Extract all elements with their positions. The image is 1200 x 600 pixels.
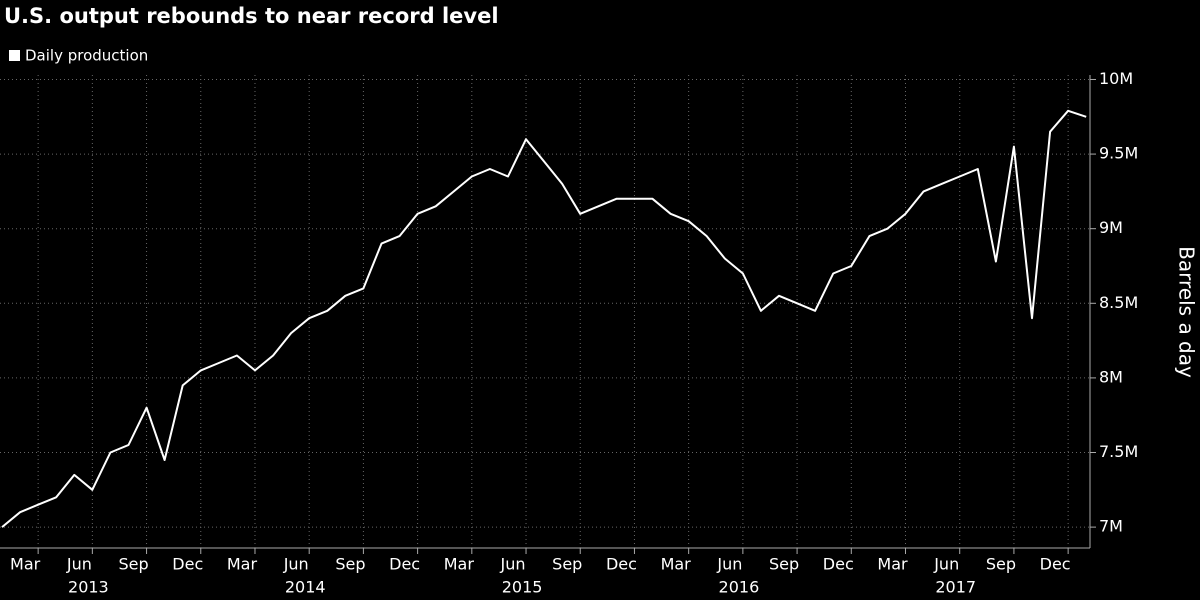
x-tick-label: Sep: [552, 555, 582, 574]
year-label: 2017: [935, 578, 976, 597]
y-tick-label: 10M: [1099, 69, 1133, 88]
x-tick-label: Mar: [877, 555, 908, 574]
year-label: 2013: [68, 578, 109, 597]
x-tick-label: Mar: [444, 555, 475, 574]
year-label: 2015: [502, 578, 543, 597]
chart-title: U.S. output rebounds to near record leve…: [4, 4, 499, 28]
x-tick-label: Jun: [716, 555, 742, 574]
x-tick-label: Dec: [1040, 555, 1071, 574]
x-tick-label: Sep: [118, 555, 148, 574]
data-line: [1, 109, 1087, 528]
y-tick-label: 8M: [1099, 367, 1123, 386]
x-tick-label: Sep: [335, 555, 365, 574]
x-tick-label: Mar: [661, 555, 692, 574]
year-label: 2016: [719, 578, 760, 597]
x-tick-label: Sep: [769, 555, 799, 574]
y-tick-label: 8.5M: [1099, 293, 1138, 312]
year-label: 2014: [285, 578, 326, 597]
x-tick-label: Jun: [66, 555, 92, 574]
x-tick-label: Jun: [933, 555, 959, 574]
x-tick-label: Mar: [227, 555, 258, 574]
x-tick-label: Jun: [283, 555, 309, 574]
x-tick-label: Dec: [389, 555, 420, 574]
y-tick-label: 7.5M: [1099, 442, 1138, 461]
y-tick-label: 9.5M: [1099, 144, 1138, 163]
y-axis-title: Barrels a day: [1175, 246, 1199, 378]
y-tick-label: 7M: [1099, 517, 1123, 536]
x-tick-label: Jun: [500, 555, 526, 574]
legend-label: Daily production: [25, 47, 148, 65]
x-tick-label: Dec: [606, 555, 637, 574]
x-tick-label: Dec: [823, 555, 854, 574]
x-tick-label: Dec: [172, 555, 203, 574]
x-tick-label: Mar: [10, 555, 41, 574]
x-tick-label: Sep: [986, 555, 1016, 574]
y-tick-label: 9M: [1099, 218, 1123, 237]
legend-swatch: [9, 50, 20, 61]
